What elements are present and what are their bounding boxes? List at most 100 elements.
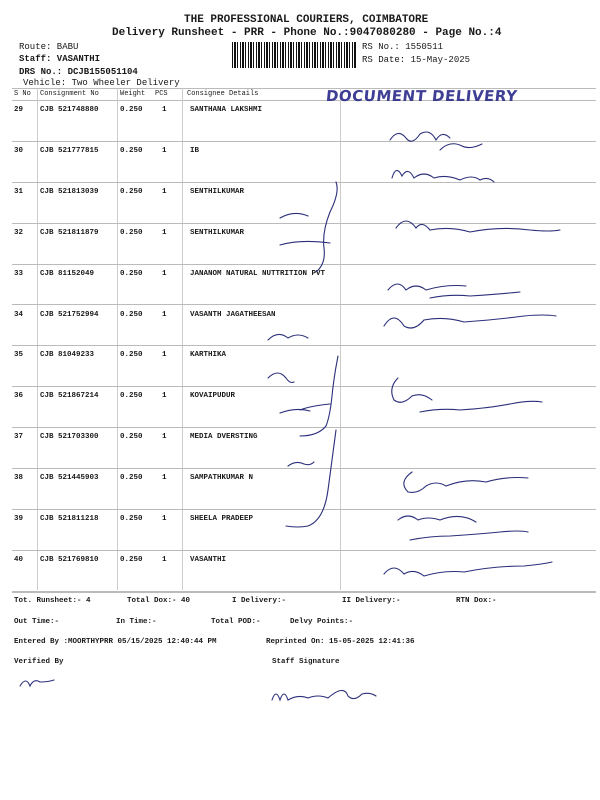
consignment-no-cell: CJB 81152049 — [40, 269, 95, 278]
weight-cell: 0.250 — [120, 269, 143, 278]
barcode — [232, 42, 356, 68]
rs-date: RS Date: 15-May-2025 — [362, 55, 471, 65]
sno-cell: 38 — [14, 474, 24, 483]
pcs-cell: 1 — [162, 146, 167, 155]
table-row: 36 CJB 521867214 0.250 1 KOVAIPUDUR — [12, 387, 596, 429]
weight-cell: 0.250 — [120, 515, 143, 523]
sno-cell: 34 — [14, 310, 24, 319]
col-pcs: PCS — [155, 90, 168, 98]
row-divider — [12, 140, 596, 142]
delvy-points: Delvy Points:- — [290, 618, 354, 626]
table-row: 31 CJB 521813039 0.250 1 SENTHILKUMAR — [12, 183, 596, 224]
weight-cell: 0.250 — [120, 187, 143, 196]
consignment-no-cell: CJB 521811879 — [40, 228, 99, 237]
vehicle: Vehicle: Two Wheeler Delivery — [23, 78, 180, 88]
sno-cell: 31 — [14, 187, 24, 196]
consignee-cell: SENTHILKUMAR — [190, 187, 245, 196]
consignee-cell: SAMPATHKUMAR N — [190, 474, 254, 483]
pcs-cell: 1 — [162, 106, 167, 114]
runsheet-subtitle: Delivery Runsheet - PRR - Phone No.:9047… — [112, 27, 502, 39]
in-time: In Time:- — [116, 618, 157, 626]
weight-cell: 0.250 — [120, 106, 143, 114]
pcs-cell: 1 — [162, 392, 167, 401]
footer-divider — [12, 592, 596, 593]
weight-cell: 0.250 — [120, 555, 143, 564]
weight-cell: 0.250 — [120, 433, 143, 442]
rs-number: RS No.: 1550511 — [362, 42, 444, 52]
col-consignee: Consignee Details — [187, 90, 259, 98]
out-time: Out Time:- — [14, 618, 60, 626]
sno-cell: 33 — [14, 269, 24, 278]
consignee-cell: VASANTH JAGATHEESAN — [190, 310, 276, 319]
consignee-cell: IB — [190, 146, 200, 155]
consignment-no-cell: CJB 521445903 — [40, 474, 99, 483]
tot-runsheet: Tot. Runsheet:- 4 — [14, 597, 91, 605]
consignment-no-cell: CJB 521703300 — [40, 433, 99, 442]
consignee-cell: SHEELA PRADEEP — [190, 515, 254, 523]
entered-by: Entered By :MOORTHYPRR 05/15/2025 12:40:… — [14, 638, 217, 646]
table-row: 38 CJB 521445903 0.250 1 SAMPATHKUMAR N — [12, 469, 596, 510]
drs-number: DRS No.: DCJB155051104 — [19, 67, 138, 77]
row-divider — [12, 304, 596, 306]
row-divider — [12, 549, 596, 551]
weight-cell: 0.250 — [120, 351, 143, 360]
total-pod: Total POD:- — [211, 618, 261, 626]
company-title: THE PROFESSIONAL COURIERS, COIMBATORE — [184, 14, 429, 26]
total-dox: Total Dox:- 40 — [127, 597, 191, 605]
table-row: 39 CJB 521811218 0.250 1 SHEELA PRADEEP — [12, 510, 596, 551]
consignee-cell: VASANTHI — [190, 555, 227, 564]
consignment-no-cell: CJB 521811218 — [40, 515, 99, 523]
consignment-no-cell: CJB 521777815 — [40, 146, 99, 155]
route: Route: BABU — [19, 42, 79, 52]
table-row: 30 CJB 521777815 0.250 1 IB — [12, 142, 596, 183]
sno-cell: 30 — [14, 146, 24, 155]
consignment-no-cell: CJB 521769810 — [40, 555, 99, 564]
weight-cell: 0.250 — [120, 310, 143, 319]
sno-cell: 40 — [14, 555, 24, 564]
consignee-cell: KOVAIPUDUR — [190, 392, 236, 401]
consignee-cell: SENTHILKUMAR — [190, 228, 245, 237]
rtn-dox: RTN Dox:- — [456, 597, 497, 605]
row-divider — [12, 590, 596, 592]
consignment-no-cell: CJB 521752994 — [40, 310, 99, 319]
weight-cell: 0.250 — [120, 392, 143, 401]
pcs-cell: 1 — [162, 515, 167, 523]
consignee-cell: SANTHANA LAKSHMI — [190, 106, 263, 114]
consignment-no-cell: CJB 521748880 — [40, 106, 99, 114]
table-row: 32 CJB 521811879 0.250 1 SENTHILKUMAR — [12, 224, 596, 265]
pcs-cell: 1 — [162, 269, 167, 278]
table-row: 33 CJB 81152049 0.250 1 JANANOM NATURAL NUTT… — [12, 265, 596, 306]
weight-cell: 0.250 — [120, 146, 143, 155]
col-sno: S No — [14, 90, 31, 98]
ii-delivery: II Delivery:- — [342, 597, 401, 605]
staff-signature — [271, 689, 377, 702]
table-row: 35 CJB 81049233 0.250 1 KARTHIKA — [12, 346, 596, 388]
staff-signature-label: Staff Signature — [272, 658, 340, 666]
col-consignment: Consignment No — [40, 90, 99, 98]
sno-cell: 32 — [14, 228, 24, 237]
consignee-cell: MEDIA DVERSTING — [190, 433, 258, 442]
consignment-no-cell: CJB 521867214 — [40, 392, 99, 401]
sno-cell: 37 — [14, 433, 24, 442]
weight-cell: 0.250 — [120, 474, 143, 483]
consignment-no-cell: CJB 521813039 — [40, 187, 99, 196]
pcs-cell: 1 — [162, 555, 167, 564]
sno-cell: 39 — [14, 515, 24, 523]
consignment-no-cell: CJB 81049233 — [40, 351, 95, 360]
pcs-cell: 1 — [162, 433, 167, 442]
pcs-cell: 1 — [162, 228, 167, 237]
consignee-cell: KARTHIKA — [190, 351, 227, 360]
consignee-cell: JANANOM NATURAL NUTTRITION PVT — [190, 269, 326, 278]
sno-cell: 29 — [14, 106, 24, 114]
table-row: 40 CJB 521769810 0.250 1 VASANTHI — [12, 551, 596, 592]
document-delivery-stamp: DOCUMENT DELIVERY — [325, 87, 519, 105]
verified-by: Verified By — [14, 658, 64, 666]
staff: Staff: VASANTHI — [19, 54, 101, 64]
verified-by-signature — [19, 679, 55, 688]
pcs-cell: 1 — [162, 474, 167, 483]
pcs-cell: 1 — [162, 187, 167, 196]
row-divider — [12, 345, 596, 347]
sno-cell: 36 — [14, 392, 24, 401]
weight-cell: 0.250 — [120, 228, 143, 237]
i-delivery: I Delivery:- — [232, 597, 287, 605]
